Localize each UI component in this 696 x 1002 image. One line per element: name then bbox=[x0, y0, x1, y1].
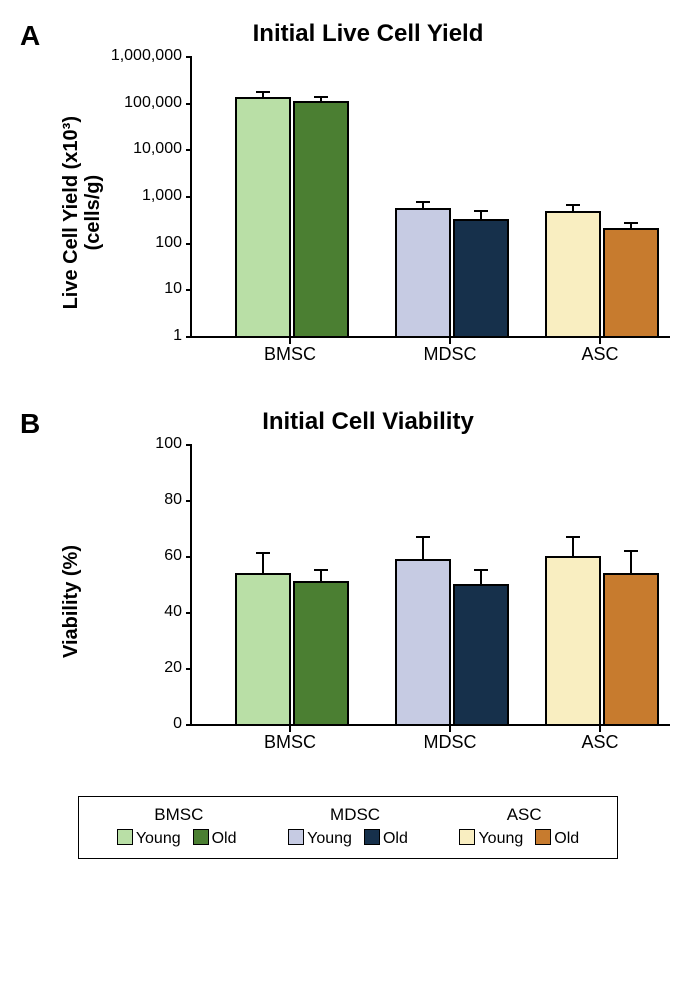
bar bbox=[395, 208, 451, 336]
panel-b-title: Initial Cell Viability bbox=[20, 408, 676, 436]
panel-b-ylabel: Viability (%) bbox=[60, 545, 82, 658]
error-bar bbox=[320, 569, 322, 583]
ytick: 1,000 bbox=[142, 187, 192, 205]
legend-swatch-young bbox=[117, 829, 133, 845]
xtick-label: MDSC bbox=[424, 344, 477, 365]
panel-b: B Initial Cell Viability Viability (%) 0… bbox=[20, 408, 676, 756]
xtick-label: BMSC bbox=[264, 732, 316, 753]
legend-old-label: Old bbox=[383, 830, 408, 847]
error-bar bbox=[572, 204, 574, 213]
legend-group: Young Old bbox=[288, 829, 408, 848]
legend-group-name: BMSC bbox=[154, 805, 203, 825]
error-bar bbox=[262, 552, 264, 574]
bar bbox=[453, 219, 509, 336]
legend-swatch-old bbox=[535, 829, 551, 845]
error-bar bbox=[630, 550, 632, 575]
bar bbox=[293, 581, 349, 724]
bar bbox=[293, 101, 349, 336]
bar bbox=[235, 573, 291, 724]
legend-swatches: Young Old Young Old Young Old bbox=[91, 829, 605, 848]
legend-group-name: MDSC bbox=[330, 805, 380, 825]
legend-young-label: Young bbox=[136, 830, 181, 847]
legend-old-label: Old bbox=[212, 830, 237, 847]
legend-old-label: Old bbox=[554, 830, 579, 847]
panel-a-title: Initial Live Cell Yield bbox=[20, 20, 676, 48]
panel-a-ylabel-wrap: Live Cell Yield (x10³)(cells/g) bbox=[60, 58, 100, 368]
xtick-label: BMSC bbox=[264, 344, 316, 365]
legend-young-label: Young bbox=[307, 830, 352, 847]
legend-group: Young Old bbox=[459, 829, 579, 848]
legend-young-label: Young bbox=[478, 830, 523, 847]
xtick-label: ASC bbox=[581, 732, 618, 753]
panel-a-plot: 1101001,00010,000100,0001,000,000 bbox=[190, 58, 670, 338]
ytick: 10 bbox=[164, 280, 192, 298]
error-bar bbox=[422, 201, 424, 210]
legend-group: Young Old bbox=[117, 829, 237, 848]
error-bar bbox=[480, 569, 482, 586]
error-bar bbox=[480, 210, 482, 221]
bar bbox=[545, 211, 601, 336]
bar bbox=[545, 556, 601, 724]
error-bar bbox=[422, 536, 424, 561]
legend-headers: BMSC MDSC ASC bbox=[91, 805, 605, 825]
ytick: 100 bbox=[155, 435, 192, 453]
ytick: 100,000 bbox=[124, 94, 192, 112]
bar bbox=[603, 228, 659, 336]
ytick: 10,000 bbox=[133, 140, 192, 158]
ytick: 40 bbox=[164, 603, 192, 621]
xtick-label: MDSC bbox=[424, 732, 477, 753]
legend-swatch-old bbox=[364, 829, 380, 845]
figure: A Initial Live Cell Yield Live Cell Yiel… bbox=[20, 20, 676, 859]
bar bbox=[235, 97, 291, 336]
error-bar bbox=[320, 96, 322, 102]
panel-a-label: A bbox=[20, 20, 40, 52]
legend-swatch-young bbox=[459, 829, 475, 845]
bar bbox=[395, 559, 451, 724]
ytick: 80 bbox=[164, 491, 192, 509]
panel-b-xticks: BMSC MDSC ASC bbox=[190, 726, 670, 756]
legend-swatch-young bbox=[288, 829, 304, 845]
panel-b-label: B bbox=[20, 408, 40, 440]
ytick: 20 bbox=[164, 659, 192, 677]
panel-a: A Initial Live Cell Yield Live Cell Yiel… bbox=[20, 20, 676, 368]
error-bar bbox=[572, 536, 574, 558]
bar bbox=[453, 584, 509, 724]
error-bar bbox=[262, 91, 264, 100]
panel-b-ylabel-wrap: Viability (%) bbox=[60, 446, 100, 756]
ytick: 60 bbox=[164, 547, 192, 565]
panel-a-ylabel: Live Cell Yield (x10³)(cells/g) bbox=[60, 116, 104, 309]
panel-b-plot: 020406080100 bbox=[190, 446, 670, 726]
legend: BMSC MDSC ASC Young Old Young Old Young Old bbox=[78, 796, 618, 859]
panel-a-xticks: BMSC MDSC ASC bbox=[190, 338, 670, 368]
bar bbox=[603, 573, 659, 724]
ytick: 100 bbox=[155, 234, 192, 252]
legend-group-name: ASC bbox=[507, 805, 542, 825]
error-bar bbox=[630, 222, 632, 229]
ytick: 1,000,000 bbox=[111, 47, 192, 65]
xtick-label: ASC bbox=[581, 344, 618, 365]
legend-swatch-old bbox=[193, 829, 209, 845]
